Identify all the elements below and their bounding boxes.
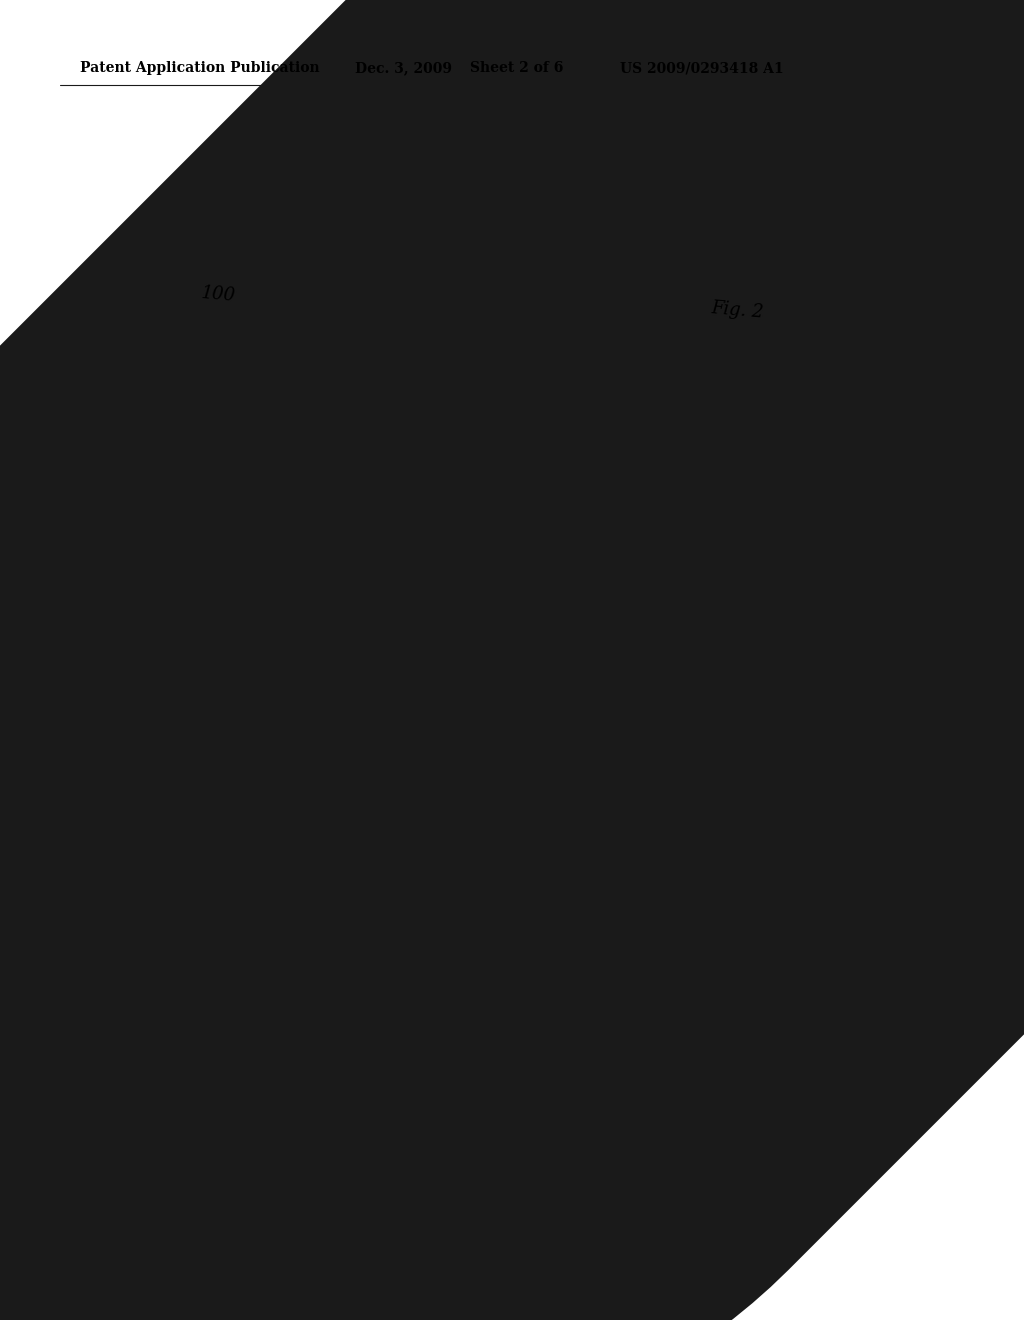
Text: 116: 116 (587, 433, 613, 471)
Text: US 2009/0293418 A1: US 2009/0293418 A1 (620, 61, 783, 75)
Text: 100: 100 (200, 285, 236, 305)
Text: 112: 112 (432, 639, 468, 660)
Text: 132: 132 (193, 660, 228, 681)
Text: Sheet 2 of 6: Sheet 2 of 6 (470, 61, 563, 75)
Text: 102: 102 (82, 426, 109, 465)
Text: 130: 130 (292, 420, 328, 441)
Text: 134: 134 (237, 660, 273, 681)
Text: 144: 144 (282, 660, 318, 681)
Text: Fig. 2: Fig. 2 (710, 298, 764, 321)
Text: 114: 114 (502, 880, 528, 919)
Text: Dec. 3, 2009: Dec. 3, 2009 (355, 61, 452, 75)
Text: 110: 110 (472, 420, 508, 441)
Text: Patent Application Publication: Patent Application Publication (80, 61, 319, 75)
